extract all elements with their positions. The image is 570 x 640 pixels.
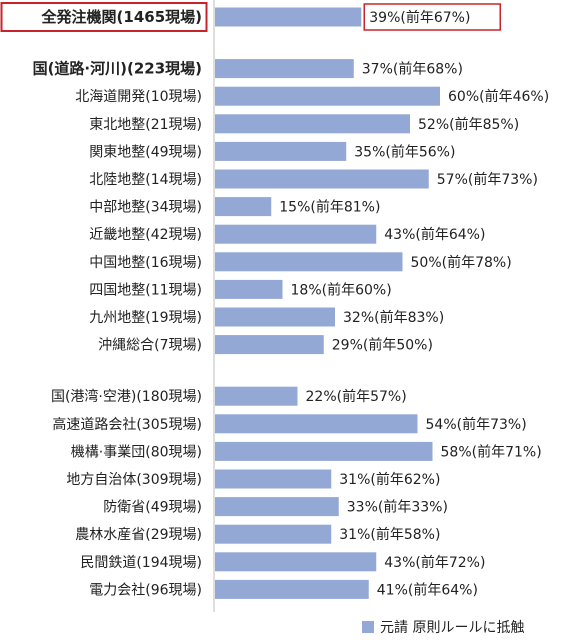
bar bbox=[215, 279, 283, 299]
value-label: 32%(前年83%) bbox=[343, 309, 444, 326]
category-label: 民間鉄道(194現場) bbox=[80, 555, 202, 571]
category-label: 近畿地整(42現場) bbox=[89, 227, 202, 243]
value-label: 37%(前年68%) bbox=[362, 61, 463, 78]
bar bbox=[215, 169, 429, 189]
value-label: 52%(前年85%) bbox=[418, 116, 519, 133]
legend: 元請 原則ルールに抵触 bbox=[362, 620, 524, 636]
value-label: 31%(前年58%) bbox=[339, 526, 440, 543]
value-label: 41%(前年64%) bbox=[377, 581, 478, 598]
bar bbox=[215, 114, 410, 134]
value-label: 18%(前年60%) bbox=[291, 281, 392, 298]
category-label: 沖縄総合(7現場) bbox=[98, 338, 202, 354]
bar bbox=[215, 224, 377, 244]
bar-rows: 全発注機関(1465現場) 39%(前年67%) 国(道路·河川)(223現場) 37… bbox=[0, 2, 549, 599]
legend-swatch bbox=[362, 621, 374, 633]
bar bbox=[215, 386, 298, 406]
value-label: 58%(前年71%) bbox=[441, 443, 542, 460]
value-label: 43%(前年64%) bbox=[384, 226, 485, 243]
category-label: 北陸地整(14現場) bbox=[89, 172, 202, 188]
category-label: 国(港湾·空港)(180現場) bbox=[51, 388, 202, 405]
bar bbox=[215, 252, 403, 272]
category-label: 中国地整(16現場) bbox=[89, 255, 202, 271]
category-label: 防衛省(49現場) bbox=[103, 500, 202, 516]
bar bbox=[215, 469, 332, 489]
bar bbox=[215, 86, 440, 106]
value-label: 33%(前年33%) bbox=[347, 499, 448, 516]
value-label: 31%(前年62%) bbox=[339, 471, 440, 488]
value-label: 57%(前年73%) bbox=[437, 171, 538, 188]
value-label: 35%(前年56%) bbox=[354, 143, 455, 160]
category-label: 高速道路会社(305現場) bbox=[52, 416, 202, 433]
category-label: 国(道路·河川)(223現場) bbox=[33, 60, 202, 78]
legend-label: 元請 原則ルールに抵触 bbox=[380, 620, 524, 636]
bar bbox=[215, 579, 369, 599]
category-label: 電力会社(96現場) bbox=[89, 582, 202, 598]
value-label: 43%(前年72%) bbox=[384, 554, 485, 571]
category-label: 機構·事業団(80現場) bbox=[71, 444, 202, 460]
value-label: 54%(前年73%) bbox=[426, 416, 527, 433]
category-label: 関東地整(49現場) bbox=[89, 144, 202, 160]
bar bbox=[215, 335, 324, 355]
bar bbox=[215, 307, 335, 327]
highlight-box-label bbox=[0, 2, 208, 32]
category-label: 東北地整(21現場) bbox=[89, 117, 202, 133]
category-label: 地方自治体(309現場) bbox=[66, 472, 202, 488]
bar bbox=[215, 414, 418, 434]
value-label: 22%(前年57%) bbox=[306, 388, 407, 405]
category-label: 四国地整(11現場) bbox=[89, 282, 202, 298]
category-label: 農林水産省(29現場) bbox=[75, 527, 202, 543]
value-label: 60%(前年46%) bbox=[448, 88, 549, 105]
category-label: 中部地整(34現場) bbox=[89, 200, 202, 216]
category-label: 北海道開発(10現場) bbox=[75, 89, 202, 105]
bar bbox=[215, 441, 433, 461]
value-label: 15%(前年81%) bbox=[279, 199, 380, 216]
category-label: 九州地整(19現場) bbox=[89, 310, 202, 326]
value-label: 50%(前年78%) bbox=[411, 254, 512, 271]
bar bbox=[215, 197, 272, 217]
bar bbox=[215, 141, 347, 161]
category-label: 全発注機関(1465現場) bbox=[41, 8, 202, 26]
bar bbox=[215, 524, 332, 544]
highlight-box-value bbox=[363, 3, 501, 31]
value-label: 29%(前年50%) bbox=[332, 337, 433, 354]
bar bbox=[215, 497, 339, 517]
bar bbox=[215, 552, 377, 572]
value-label: 39%(前年67%) bbox=[369, 9, 470, 26]
bar bbox=[215, 7, 362, 27]
bar bbox=[215, 59, 354, 79]
